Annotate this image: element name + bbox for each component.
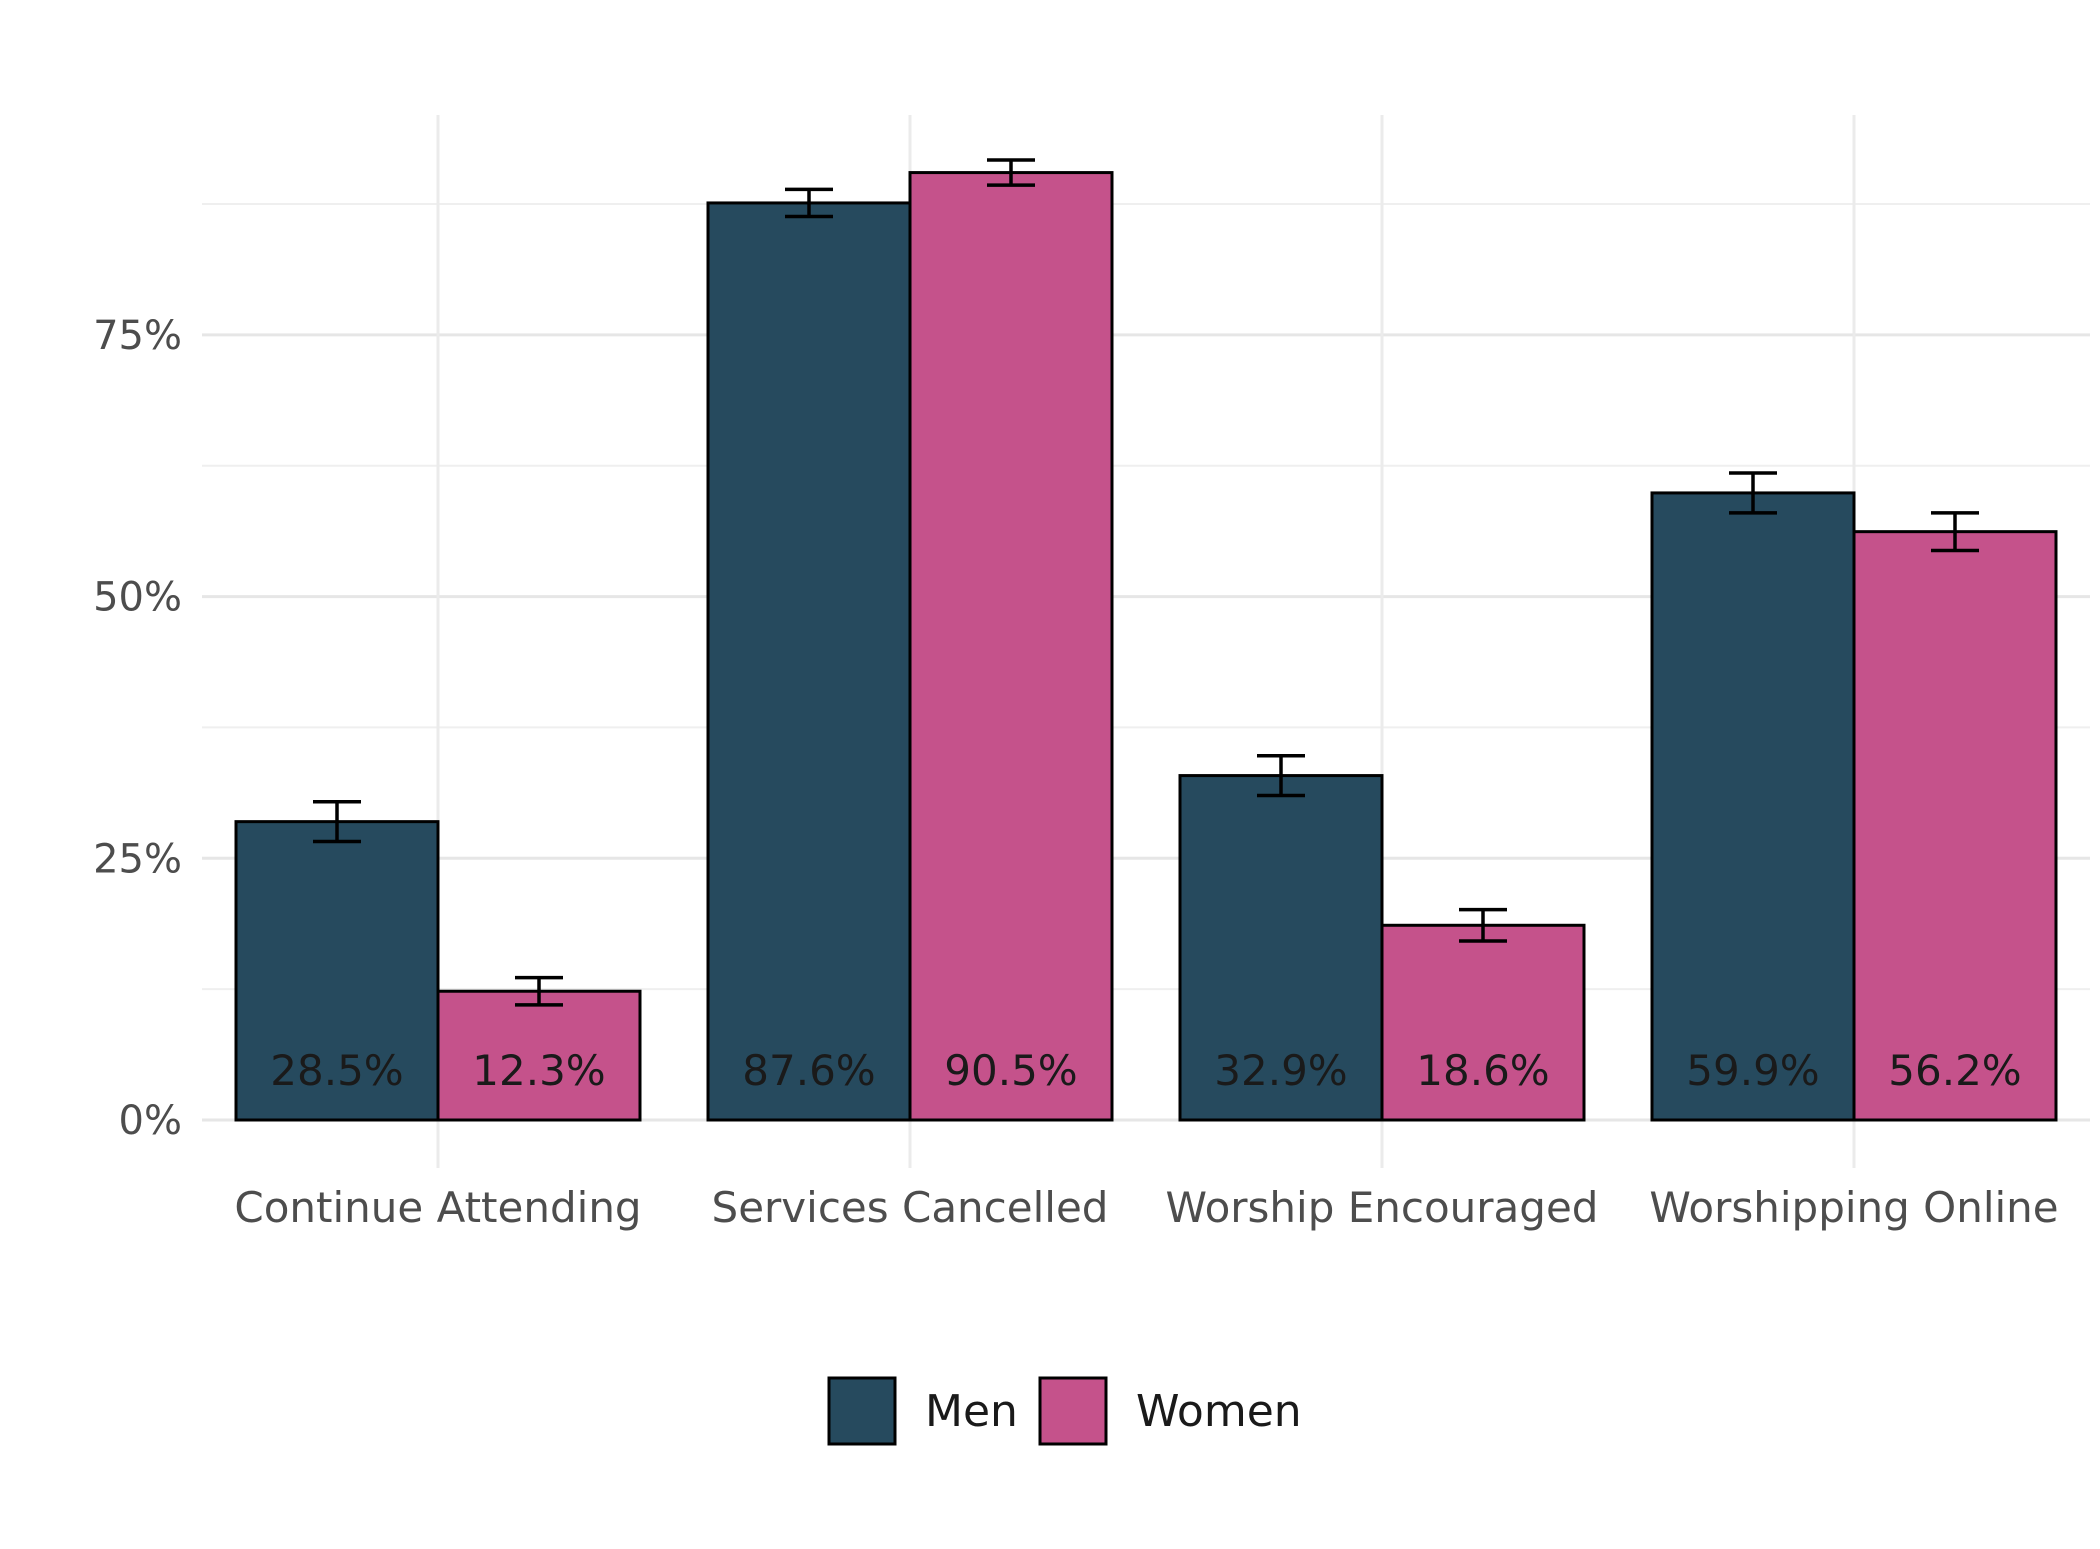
bar: [706, 201, 912, 1122]
x-tick-label: Continue Attending: [234, 1183, 641, 1232]
error-bars: [313, 158, 1979, 1007]
data-labels: 28.5% 87.6% 32.9% 59.9% 12.3% 90.5% 18.6% 56.2%: [270, 1046, 2021, 1095]
legend-swatch: [827, 1376, 897, 1446]
legend: Men Women: [827, 1376, 1302, 1446]
y-tick-label: 25%: [93, 836, 182, 882]
bar: [908, 171, 1114, 1122]
x-axis: Continue Attending Services Cancelled Wors…: [234, 1183, 2058, 1232]
y-tick-label: 50%: [93, 575, 182, 621]
bar: [234, 820, 440, 1122]
y-tick-label: 75%: [93, 313, 182, 359]
y-axis: 0% 25% 50% 75%: [93, 313, 182, 1144]
data-label: 87.6%: [742, 1046, 875, 1095]
data-label: 32.9%: [1214, 1046, 1347, 1095]
bar: [1852, 530, 2058, 1122]
data-label: 12.3%: [472, 1046, 605, 1095]
data-label: 90.5%: [944, 1046, 1077, 1095]
y-tick-label: 0%: [119, 1098, 182, 1144]
legend-swatch: [1038, 1376, 1108, 1446]
bar: [1650, 491, 1856, 1122]
bars: [234, 171, 2058, 1122]
x-tick-label: Worship Encouraged: [1166, 1183, 1599, 1232]
data-label: 28.5%: [270, 1046, 403, 1095]
x-tick-label: Worshipping Online: [1649, 1183, 2058, 1232]
legend-label: Men: [925, 1386, 1018, 1437]
data-label: 59.9%: [1686, 1046, 1819, 1095]
legend-label: Women: [1136, 1386, 1302, 1437]
x-tick-label: Services Cancelled: [712, 1183, 1109, 1232]
data-label: 56.2%: [1888, 1046, 2021, 1095]
data-label: 18.6%: [1416, 1046, 1549, 1095]
